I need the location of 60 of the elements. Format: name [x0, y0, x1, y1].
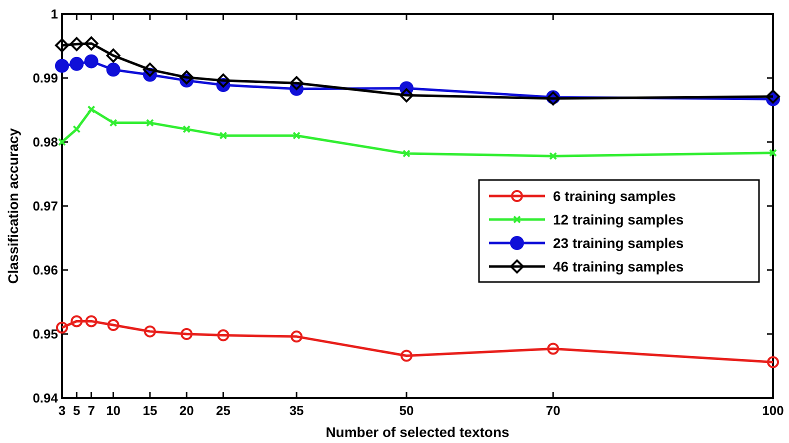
y-tick-label: 1	[50, 6, 58, 22]
point	[109, 118, 118, 127]
point	[400, 88, 414, 102]
point	[180, 70, 194, 84]
y-axis-title: Classification accuracy	[5, 128, 21, 284]
point	[182, 125, 191, 134]
point	[290, 330, 303, 343]
legend-label: 6 training samples	[553, 188, 676, 204]
point	[292, 132, 301, 140]
y-tick-label: 0.97	[32, 198, 58, 214]
y-tick-label: 0.96	[32, 262, 58, 278]
point	[217, 329, 230, 342]
x-tick-label: 10	[106, 403, 121, 418]
point	[142, 62, 157, 77]
point	[219, 132, 228, 140]
point	[55, 58, 69, 73]
x-tick-label: 20	[179, 403, 194, 418]
point	[547, 342, 560, 355]
point	[58, 138, 66, 146]
point	[549, 152, 558, 160]
point	[84, 54, 98, 68]
point	[55, 38, 69, 52]
point	[84, 36, 98, 50]
point	[70, 315, 83, 328]
point	[290, 76, 304, 90]
legend-label: 23 training samples	[553, 234, 684, 251]
point	[85, 315, 98, 328]
point	[144, 325, 156, 338]
point	[402, 150, 411, 158]
point	[56, 322, 68, 334]
x-tick-label: 50	[399, 403, 414, 418]
legend-label: 12 training samples	[553, 211, 684, 228]
x-tick-label: 70	[546, 403, 560, 418]
legend-label: 46 training samples	[553, 258, 684, 274]
x-tick-label: 5	[73, 403, 80, 418]
point	[400, 350, 413, 362]
point	[106, 48, 120, 63]
x-tick-label: 7	[88, 403, 95, 418]
point	[72, 125, 81, 134]
x-axis-title: Number of selected textons	[326, 424, 510, 440]
y-tick-label: 0.99	[32, 70, 58, 86]
x-tick-label: 15	[142, 403, 158, 418]
x-tick-label: 100	[762, 403, 784, 418]
x-tick-label: 3	[58, 403, 66, 418]
y-tick-label: 0.94	[32, 390, 59, 406]
point	[70, 37, 84, 52]
point	[216, 74, 230, 88]
x-tick-label: 25	[216, 403, 230, 418]
point	[107, 319, 120, 332]
point	[146, 118, 154, 127]
x-tick-label: 35	[289, 403, 304, 418]
point	[87, 105, 96, 114]
y-tick-label: 0.95	[32, 326, 58, 342]
point	[769, 148, 777, 157]
point	[70, 56, 84, 71]
y-tick-label: 0.98	[32, 134, 58, 150]
point	[106, 62, 120, 77]
point	[180, 328, 193, 340]
point	[767, 356, 779, 368]
point	[766, 90, 780, 104]
